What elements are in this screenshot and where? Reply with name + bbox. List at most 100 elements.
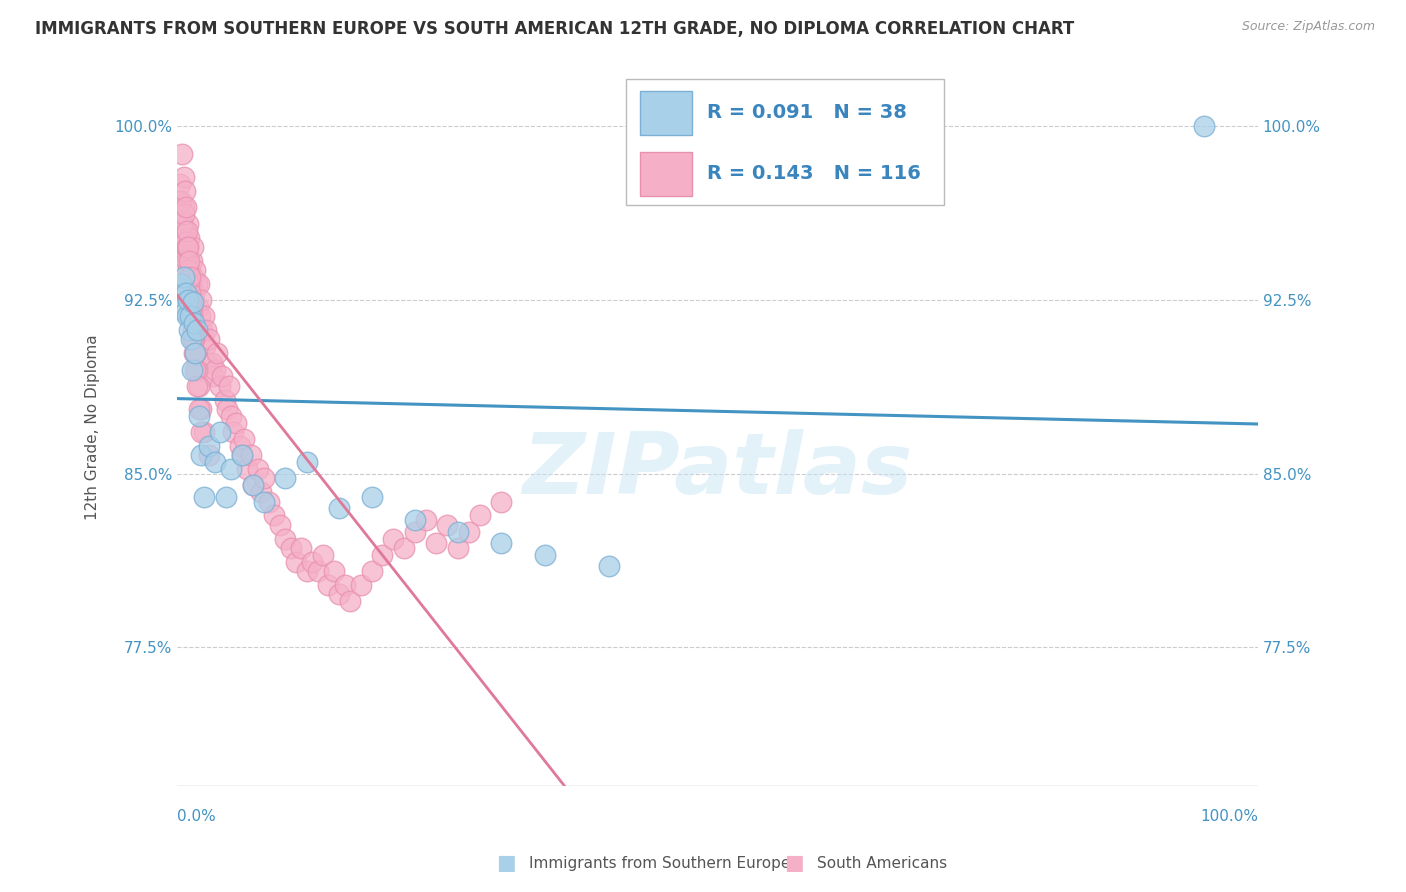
- Point: [179, 286, 201, 301]
- Point: [242, 478, 264, 492]
- Point: [183, 316, 205, 330]
- Point: [181, 362, 204, 376]
- Point: [269, 517, 291, 532]
- Point: [181, 333, 204, 347]
- Point: [183, 286, 205, 301]
- Text: R = 0.091   N = 38: R = 0.091 N = 38: [707, 103, 907, 122]
- Point: [333, 578, 356, 592]
- Point: [231, 448, 253, 462]
- Text: ■: ■: [496, 854, 516, 873]
- Point: [242, 478, 264, 492]
- Point: [173, 207, 195, 221]
- Point: [181, 300, 204, 314]
- Point: [174, 253, 197, 268]
- Point: [174, 240, 197, 254]
- Point: [360, 490, 382, 504]
- Point: [1192, 120, 1215, 134]
- Point: [350, 578, 373, 592]
- Point: [181, 295, 204, 310]
- Point: [195, 355, 218, 369]
- Point: [211, 369, 233, 384]
- Point: [181, 323, 204, 337]
- Point: [177, 230, 200, 244]
- Point: [404, 513, 426, 527]
- Point: [491, 536, 513, 550]
- Point: [436, 517, 458, 532]
- Point: [194, 339, 217, 353]
- Text: South Americans: South Americans: [817, 856, 948, 871]
- Text: Immigrants from Southern Europe: Immigrants from Southern Europe: [529, 856, 790, 871]
- Point: [180, 333, 202, 347]
- Point: [193, 310, 215, 324]
- Point: [170, 277, 193, 291]
- Point: [187, 409, 209, 423]
- Point: [209, 425, 232, 439]
- Point: [236, 462, 259, 476]
- Point: [190, 293, 212, 307]
- Text: ZIPatlas: ZIPatlas: [522, 429, 912, 512]
- Point: [250, 485, 273, 500]
- Point: [172, 230, 194, 244]
- Point: [181, 269, 204, 284]
- Point: [205, 346, 228, 360]
- Point: [173, 201, 195, 215]
- Point: [193, 490, 215, 504]
- Point: [177, 277, 200, 291]
- Point: [447, 524, 470, 539]
- Point: [198, 439, 221, 453]
- FancyBboxPatch shape: [640, 91, 692, 136]
- Point: [172, 300, 194, 314]
- Point: [198, 333, 221, 347]
- Point: [187, 277, 209, 291]
- Point: [204, 455, 226, 469]
- Point: [174, 201, 197, 215]
- Text: 0.0%: 0.0%: [177, 809, 215, 824]
- Point: [172, 217, 194, 231]
- Point: [491, 494, 513, 508]
- Point: [195, 323, 218, 337]
- Point: [167, 207, 190, 221]
- Point: [184, 346, 207, 360]
- Point: [173, 235, 195, 250]
- Point: [295, 564, 318, 578]
- Text: 100.0%: 100.0%: [1199, 809, 1258, 824]
- Point: [184, 263, 207, 277]
- Point: [392, 541, 415, 555]
- Point: [219, 462, 242, 476]
- Point: [193, 425, 215, 439]
- Point: [176, 240, 198, 254]
- Point: [176, 224, 198, 238]
- Point: [201, 355, 224, 369]
- Point: [204, 362, 226, 376]
- Point: [209, 378, 232, 392]
- Point: [173, 304, 195, 318]
- Point: [179, 310, 201, 324]
- Point: [239, 448, 262, 462]
- Point: [177, 217, 200, 231]
- Point: [184, 362, 207, 376]
- Point: [533, 548, 555, 562]
- Point: [257, 494, 280, 508]
- Point: [174, 286, 197, 301]
- Point: [280, 541, 302, 555]
- Point: [415, 513, 437, 527]
- Point: [177, 263, 200, 277]
- Point: [190, 401, 212, 416]
- Point: [183, 333, 205, 347]
- Point: [179, 269, 201, 284]
- Point: [215, 490, 238, 504]
- Point: [191, 323, 214, 337]
- Point: [247, 462, 270, 476]
- Point: [184, 346, 207, 360]
- Point: [169, 286, 191, 301]
- Point: [290, 541, 312, 555]
- Point: [170, 194, 193, 208]
- Point: [219, 409, 242, 423]
- Point: [186, 378, 208, 392]
- Point: [404, 524, 426, 539]
- Point: [274, 471, 297, 485]
- Point: [360, 564, 382, 578]
- Point: [183, 346, 205, 360]
- Point: [187, 378, 209, 392]
- Point: [263, 508, 285, 523]
